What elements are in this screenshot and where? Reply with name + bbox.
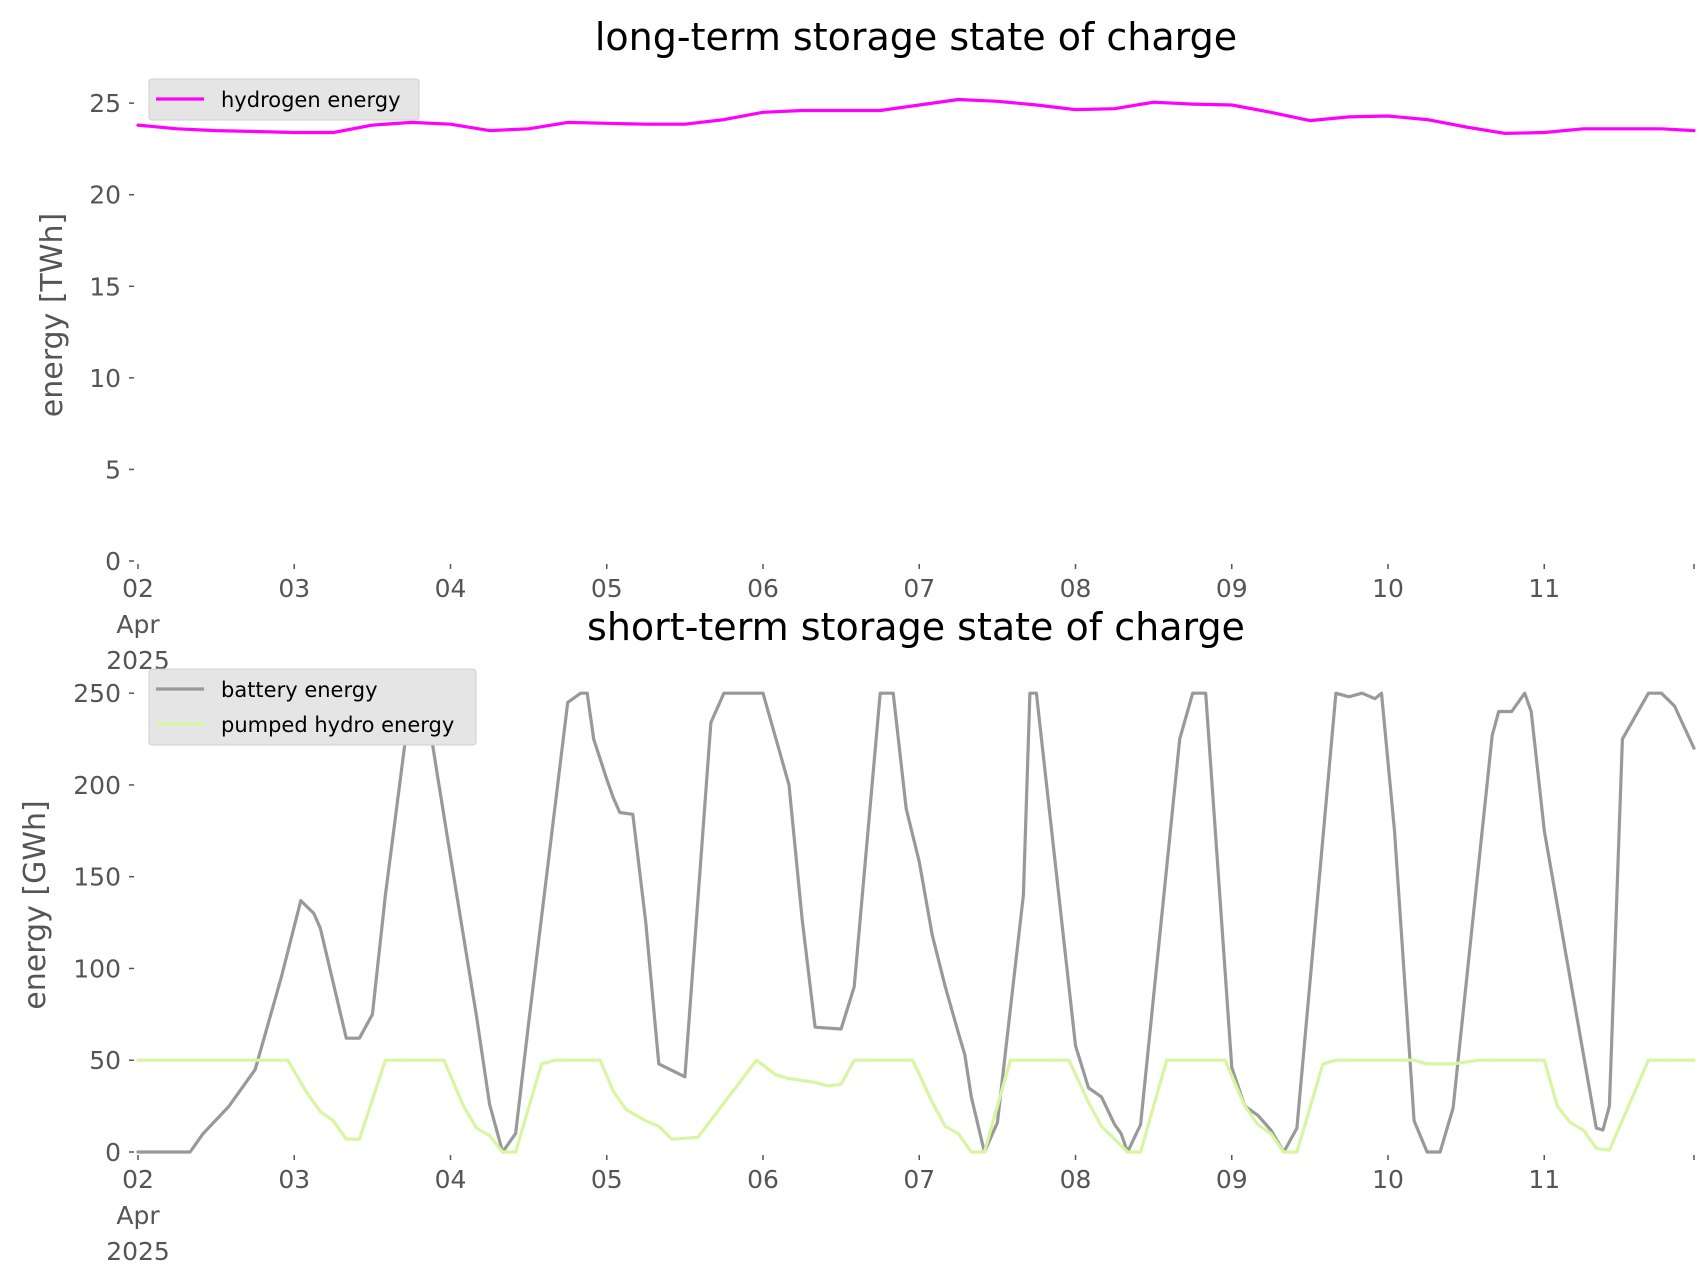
- legend-box: [148, 668, 477, 746]
- series-lines: [136, 691, 1696, 1154]
- y-tick-label: 200: [73, 771, 121, 800]
- x-tick-label: 05: [591, 1165, 623, 1194]
- y-tick-label: 100: [73, 954, 121, 983]
- x-tick-label: 05: [591, 574, 623, 603]
- series-line-pumped-hydro-energy: [136, 1058, 1696, 1154]
- x-tick-label: 06: [747, 574, 779, 603]
- y-tick-label: 5: [105, 455, 121, 484]
- y-tick-label: 150: [73, 863, 121, 892]
- y-axis-ticks: 0 5 10 15 20 25: [89, 89, 134, 576]
- x-tick-label: 04: [435, 1165, 467, 1194]
- x-axis-ticks: 02 Apr 2025 03 04 05 06 07 08 09 10 11: [106, 1155, 1695, 1266]
- x-tick-label: 08: [1060, 574, 1092, 603]
- x-tick-label: Apr: [116, 1201, 160, 1230]
- x-tick-label: 03: [278, 1165, 310, 1194]
- x-tick-label: 10: [1372, 1165, 1404, 1194]
- x-tick-label: 09: [1216, 1165, 1248, 1194]
- series-line-battery-energy: [136, 691, 1696, 1154]
- y-tick-label: 15: [89, 272, 121, 301]
- y-tick-label: 10: [89, 364, 121, 393]
- series-lines: [136, 97, 1696, 135]
- long-term-storage-panel: long-term storage state of charge energy…: [35, 15, 1696, 675]
- y-axis-label: energy [TWh]: [35, 213, 70, 417]
- x-tick-label: 07: [903, 1165, 935, 1194]
- x-tick-label: 10: [1372, 574, 1404, 603]
- x-tick-label: 06: [747, 1165, 779, 1194]
- y-tick-label: 20: [89, 181, 121, 210]
- legend: hydrogen energy: [148, 78, 420, 121]
- short-term-storage-panel: short-term storage state of charge energ…: [18, 605, 1696, 1266]
- x-tick-label: 09: [1216, 574, 1248, 603]
- x-tick-label: 03: [278, 574, 310, 603]
- y-tick-label: 0: [105, 547, 121, 576]
- legend-entry: pumped hydro energy: [221, 713, 454, 737]
- chart-title: short-term storage state of charge: [587, 605, 1245, 649]
- legend-entry: hydrogen energy: [221, 88, 401, 112]
- chart-title: long-term storage state of charge: [595, 15, 1237, 59]
- x-tick-label: 02: [122, 574, 154, 603]
- y-axis-ticks: 0 50 100 150 200 250: [73, 679, 134, 1167]
- y-axis-label: energy [GWh]: [18, 800, 53, 1009]
- x-tick-label: 11: [1528, 574, 1560, 603]
- x-tick-label: 08: [1060, 1165, 1092, 1194]
- legend-box: [148, 78, 420, 121]
- y-tick-label: 25: [89, 89, 121, 118]
- x-tick-label: 02: [122, 1165, 154, 1194]
- x-tick-label: 04: [435, 574, 467, 603]
- y-tick-label: 0: [105, 1138, 121, 1167]
- legend: battery energy pumped hydro energy: [148, 668, 477, 746]
- x-tick-label: 2025: [106, 1237, 170, 1266]
- y-tick-label: 250: [73, 679, 121, 708]
- y-tick-label: 50: [89, 1046, 121, 1075]
- x-tick-label: 11: [1528, 1165, 1560, 1194]
- x-tick-label: Apr: [116, 610, 160, 639]
- series-line-hydrogen-energy: [136, 97, 1696, 135]
- x-tick-label: 07: [903, 574, 935, 603]
- legend-entry: battery energy: [221, 678, 378, 702]
